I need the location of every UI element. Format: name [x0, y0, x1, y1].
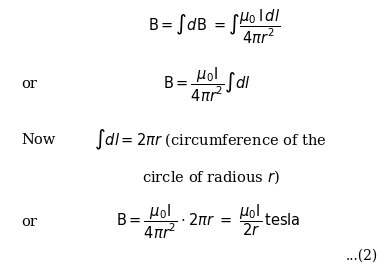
Text: $\mathrm{B} = \dfrac{\mu_0 \mathrm{I}}{4\pi r^2} \int dl$: $\mathrm{B} = \dfrac{\mu_0 \mathrm{I}}{4…: [163, 65, 251, 103]
Text: ...(2): ...(2): [346, 249, 378, 263]
Text: or: or: [21, 77, 37, 92]
Text: $\mathrm{B} = \dfrac{\mu_0 \mathrm{I}}{4\pi r^2} \cdot 2\pi r \ = \ \dfrac{\mu_0: $\mathrm{B} = \dfrac{\mu_0 \mathrm{I}}{4…: [116, 203, 301, 241]
Text: circle of radious $r$): circle of radious $r$): [142, 168, 279, 186]
Text: Now: Now: [21, 133, 56, 147]
Text: $\int dl = 2\pi r$ (circumference of the: $\int dl = 2\pi r$ (circumference of the: [94, 128, 327, 152]
Text: $\mathrm{B} = \int d\mathrm{B} \ = \int \dfrac{\mu_0 \,\mathrm{I}\,dl}{4\pi r^2}: $\mathrm{B} = \int d\mathrm{B} \ = \int …: [148, 7, 281, 45]
Text: or: or: [21, 215, 37, 229]
